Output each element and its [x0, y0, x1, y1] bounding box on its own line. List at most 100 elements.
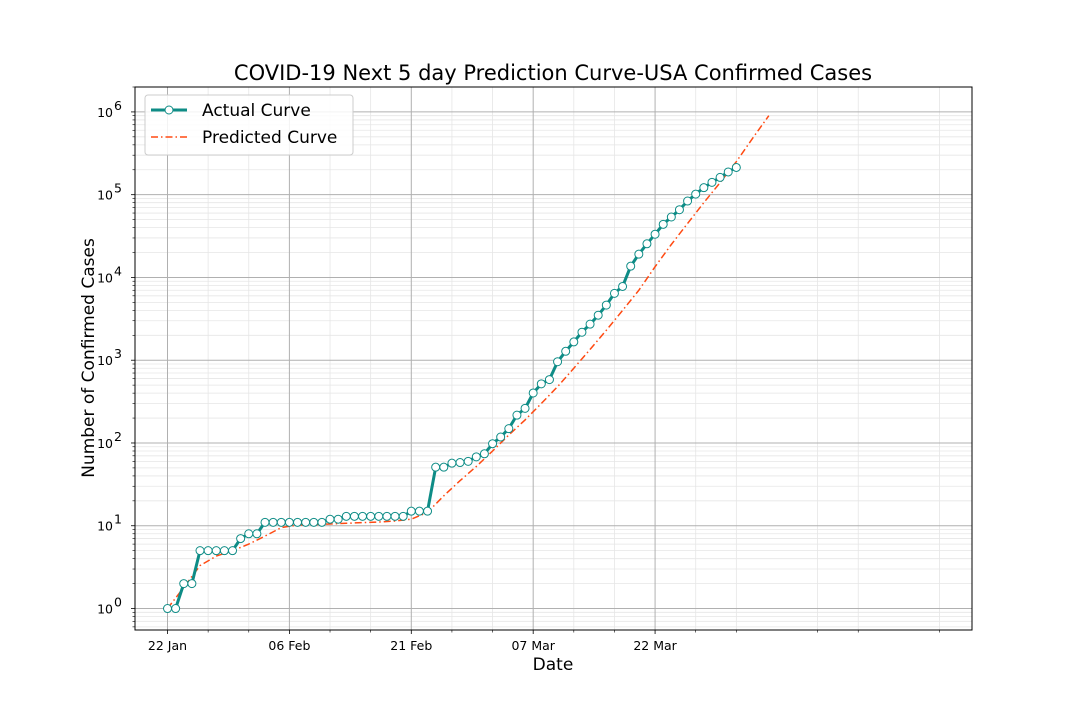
actual-data-point	[398, 511, 408, 521]
actual-data-point	[715, 172, 725, 182]
actual-data-point	[439, 462, 449, 472]
major-grid	[135, 87, 972, 630]
actual-data-point	[325, 514, 335, 524]
actual-data-point	[390, 511, 400, 521]
actual-data-point	[626, 261, 636, 271]
x-axis: 22 Jan 06 Feb 21 Feb 07 Mar 22 Mar	[148, 630, 940, 653]
y-tick-label: 10	[97, 270, 113, 285]
actual-data-point	[382, 511, 392, 521]
x-tick-label: 22 Jan	[148, 638, 187, 653]
actual-data-point	[236, 534, 246, 544]
actual-data-point	[414, 506, 424, 516]
y-tick-exponent: 0	[114, 595, 122, 610]
y-tick-label: 10	[97, 436, 113, 451]
actual-data-point	[488, 439, 498, 449]
actual-data-point	[561, 346, 571, 356]
actual-data-point	[179, 579, 189, 589]
actual-data-point	[609, 288, 619, 298]
actual-data-point	[593, 310, 603, 320]
actual-data-point	[658, 219, 668, 229]
actual-data-point	[260, 517, 270, 527]
actual-data-point	[504, 424, 514, 434]
actual-data-point	[349, 511, 359, 521]
actual-data-point	[634, 249, 644, 259]
actual-data-point	[268, 517, 278, 527]
actual-data-point	[569, 337, 579, 347]
actual-data-point	[163, 604, 173, 614]
actual-data-point	[447, 458, 457, 468]
actual-data-point	[544, 375, 554, 385]
actual-data-point	[731, 162, 741, 172]
actual-data-point	[536, 379, 546, 389]
y-tick-label: 10	[97, 105, 113, 120]
x-tick-label: 06 Feb	[268, 638, 310, 653]
actual-data-point	[577, 327, 587, 337]
actual-data-point	[301, 517, 311, 527]
actual-data-point	[650, 229, 660, 239]
y-tick-exponent: 4	[114, 263, 122, 278]
y-tick-exponent: 2	[114, 429, 122, 444]
actual-data-point	[293, 517, 303, 527]
actual-data-point	[601, 300, 611, 310]
legend-actual-marker	[164, 105, 174, 115]
actual-data-point	[203, 546, 213, 556]
actual-data-point	[683, 196, 693, 206]
actual-data-point	[244, 529, 254, 539]
legend-box	[144, 94, 354, 156]
x-axis-label: Date	[533, 655, 574, 675]
y-tick-exponent: 1	[114, 512, 122, 527]
actual-data-point	[187, 579, 197, 589]
actual-data-point	[699, 183, 709, 193]
actual-data-point	[528, 388, 538, 398]
actual-data-point	[479, 449, 489, 459]
actual-data-point	[618, 281, 628, 291]
y-axis-label: Number of Confirmed Cases	[79, 238, 99, 478]
actual-data-point	[674, 205, 684, 215]
actual-data-point	[171, 604, 181, 614]
actual-data-point	[219, 546, 229, 556]
actual-data-point	[366, 511, 376, 521]
y-tick-label: 10	[97, 602, 113, 617]
actual-data-point	[284, 517, 294, 527]
actual-data-point	[317, 517, 327, 527]
plot-frame	[134, 86, 973, 631]
actual-data-point	[723, 167, 733, 177]
actual-data-point	[309, 517, 319, 527]
actual-data-point	[374, 511, 384, 521]
actual-data-point	[406, 506, 416, 516]
actual-data-point	[471, 452, 481, 462]
series-layer	[163, 115, 770, 614]
y-tick-label: 10	[97, 188, 113, 203]
y-tick-label: 10	[97, 519, 113, 534]
x-tick-label: 07 Mar	[511, 638, 555, 653]
actual-data-point	[252, 529, 262, 539]
actual-data-point	[431, 462, 441, 472]
actual-data-point	[642, 239, 652, 249]
y-tick-exponent: 3	[114, 346, 122, 361]
actual-data-point	[195, 546, 205, 556]
legend-actual-label: Actual Curve	[202, 101, 311, 121]
actual-data-point	[496, 432, 506, 442]
minor-grid	[135, 86, 972, 630]
actual-data-point	[341, 511, 351, 521]
y-tick-label: 10	[97, 353, 113, 368]
actual-data-point	[423, 506, 433, 516]
actual-data-point	[666, 212, 676, 222]
actual-data-point	[691, 189, 701, 199]
y-tick-exponent: 6	[114, 98, 122, 113]
actual-data-point	[333, 514, 343, 524]
legend-predicted-label: Predicted Curve	[202, 128, 337, 148]
actual-data-point	[455, 458, 465, 468]
actual-data-point	[520, 403, 530, 413]
actual-data-point	[358, 511, 368, 521]
x-tick-label: 22 Mar	[633, 638, 677, 653]
actual-data-point	[228, 546, 238, 556]
actual-data-point	[276, 517, 286, 527]
chart-title: COVID-19 Next 5 day Prediction Curve-USA…	[234, 61, 872, 85]
x-tick-label: 21 Feb	[390, 638, 432, 653]
actual-data-point	[463, 456, 473, 466]
actual-data-point	[211, 546, 221, 556]
legend: Actual Curve Predicted Curve	[144, 94, 354, 156]
